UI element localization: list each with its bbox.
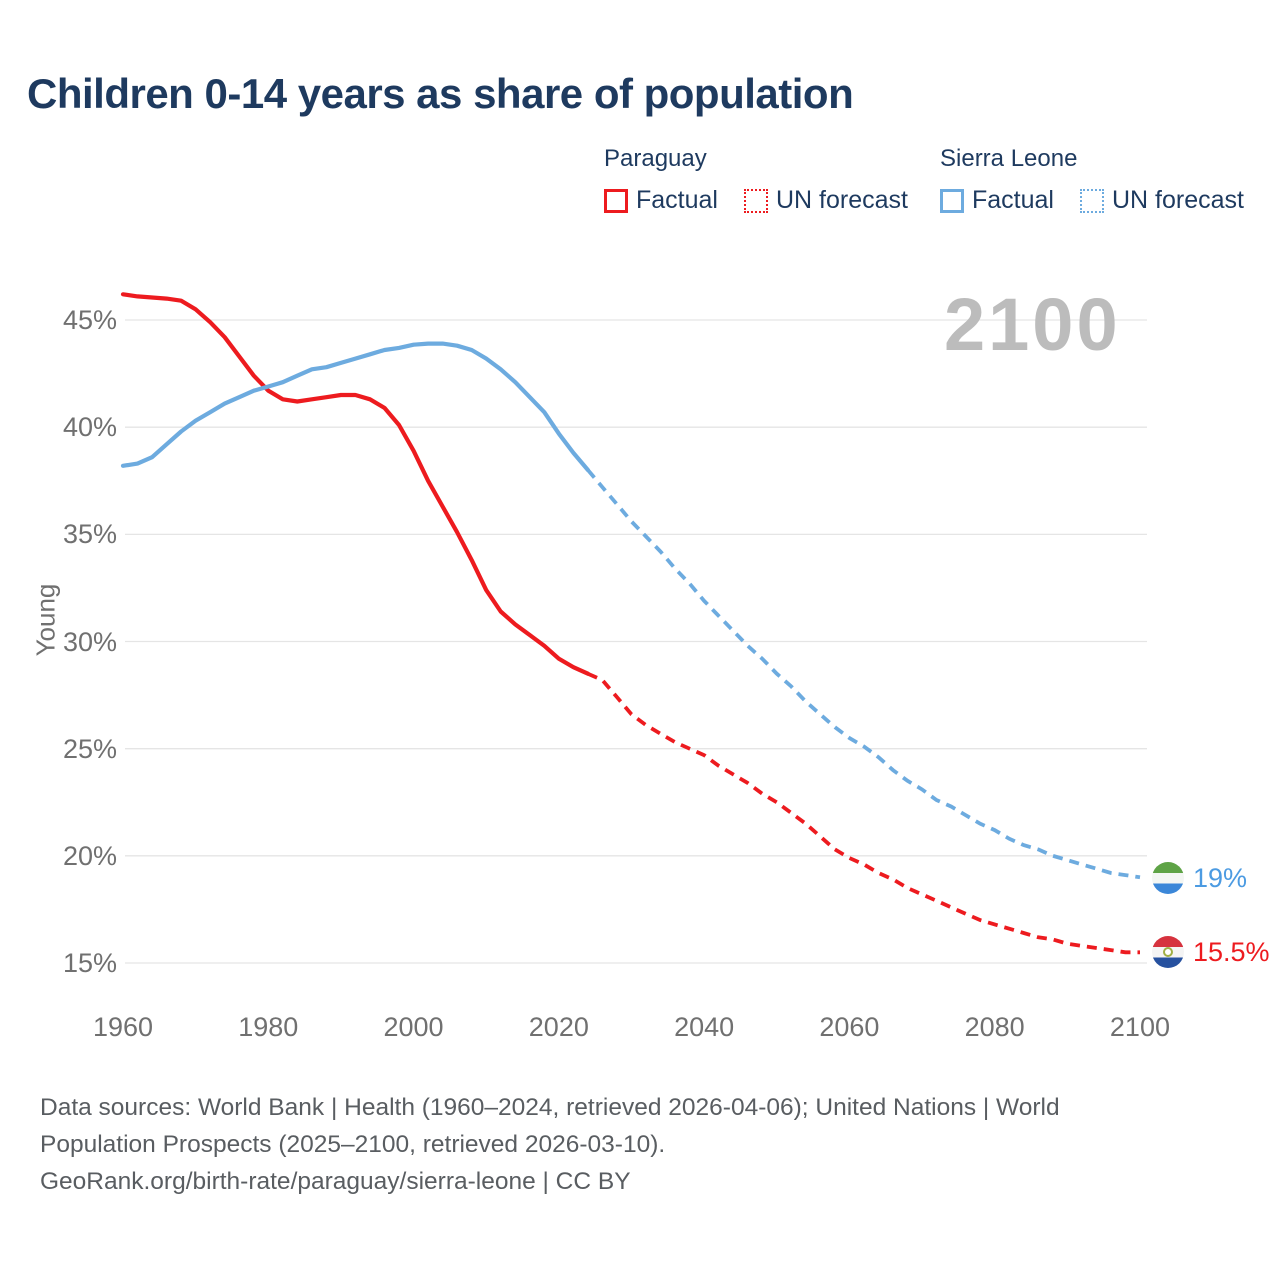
y-tick-label: 25%	[62, 733, 117, 764]
x-tick-label: 2060	[819, 1012, 880, 1042]
page-title: Children 0-14 years as share of populati…	[27, 70, 854, 117]
legend-group-paraguay: Paraguay Factual UN forecast	[604, 145, 908, 215]
paraguay-end-label: 15.5%	[1152, 936, 1270, 968]
paraguay-flag-icon	[1152, 936, 1184, 968]
x-tick-label: 2100	[1109, 1012, 1170, 1042]
paraguay-forecast-swatch-icon	[743, 188, 768, 213]
legend-label: Factual	[636, 186, 718, 214]
y-tick-label: 20%	[62, 840, 117, 871]
legend-item-paraguay-factual[interactable]: Factual	[604, 186, 718, 215]
watermark-year: 2100	[944, 283, 1121, 366]
legend-title-sierra-leone: Sierra Leone	[940, 145, 1078, 172]
x-tick-label: 2080	[964, 1012, 1025, 1042]
legend-item-sierra-leone-factual[interactable]: Factual	[940, 186, 1054, 215]
footer-source-url: GeoRank.org/birth-rate/paraguay/sierra-l…	[40, 1168, 631, 1195]
x-tick-label: 2040	[674, 1012, 735, 1042]
footer-data-sources-line-1: Data sources: World Bank | Health (1960–…	[40, 1094, 1060, 1121]
sierra-leone-factual-line	[120, 341, 590, 473]
sierra-leone-forecast-line	[586, 468, 1141, 880]
paraguay-forecast-line	[587, 671, 1140, 955]
sierra-leone-end-value: 19%	[1193, 862, 1248, 893]
legend-label: Factual	[972, 186, 1054, 214]
footer: Data sources: World Bank | Health (1960–…	[40, 1089, 1060, 1200]
legend-label: UN forecast	[1111, 186, 1244, 214]
footer-data-sources-line-2: Population Prospects (2025–2100, retriev…	[40, 1131, 666, 1158]
x-tick-label: 2000	[383, 1012, 444, 1042]
y-tick-label: 40%	[62, 412, 117, 443]
legend-item-sierra-leone-forecast[interactable]: UN forecast	[1079, 186, 1244, 215]
x-tick-label: 2020	[528, 1012, 589, 1042]
sierra-leone-flag-icon	[1152, 862, 1184, 894]
legend-title-paraguay: Paraguay	[604, 145, 707, 172]
legend-label: UN forecast	[775, 186, 908, 214]
x-tick-label: 1980	[238, 1012, 299, 1042]
y-tick-label: 45%	[62, 305, 117, 335]
sierra-leone-factual-swatch-icon	[940, 188, 964, 213]
y-tick-label: 30%	[62, 626, 117, 657]
paraguay-factual-line	[120, 292, 590, 676]
y-tick-label: 15%	[62, 948, 117, 978]
sierra-leone-forecast-swatch-icon	[1079, 188, 1104, 213]
paraguay-factual-swatch-icon	[604, 188, 628, 213]
paraguay-end-value: 15.5%	[1193, 936, 1270, 967]
legend-item-paraguay-forecast[interactable]: UN forecast	[743, 186, 908, 215]
sierra-leone-end-label: 19%	[1152, 862, 1247, 894]
y-tick-label: 35%	[62, 519, 117, 550]
legend-group-sierra-leone: Sierra Leone Factual UN forecast	[940, 145, 1244, 215]
x-tick-label: 1960	[92, 1012, 154, 1042]
